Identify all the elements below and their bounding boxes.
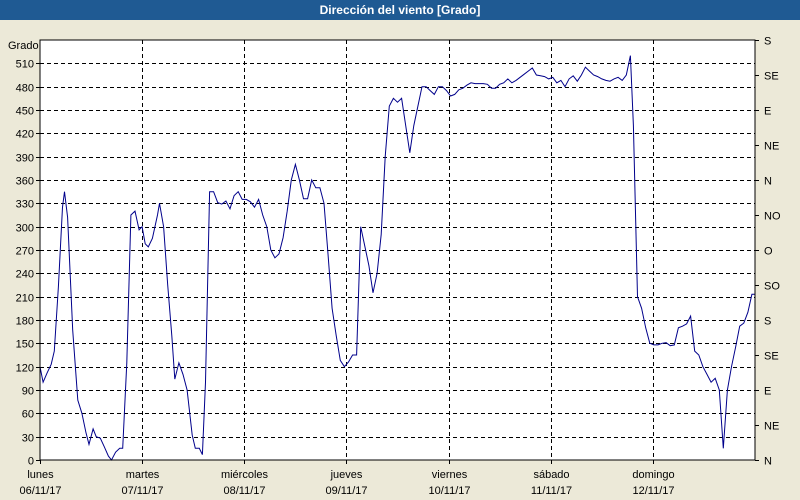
y-tick-label: 300 — [16, 223, 34, 235]
right-tick-label: N — [764, 456, 772, 468]
y-tick-label: 450 — [16, 106, 34, 118]
y-tick-label: 60 — [22, 409, 34, 421]
y-tick-label: 510 — [16, 59, 34, 71]
x-tick-date: 07/11/17 — [121, 485, 163, 497]
y-tick-label: 480 — [16, 83, 34, 95]
x-tick-day: miércoles — [221, 469, 269, 481]
y-tick-label: 30 — [22, 433, 34, 445]
right-tick-label: E — [764, 386, 771, 398]
right-tick-label: S — [764, 316, 771, 328]
x-tick-day: lunes — [27, 469, 54, 481]
y-tick-label: 330 — [16, 199, 34, 211]
x-tick-date: 11/11/17 — [531, 485, 572, 497]
left-axis: 0 30 60 90 120 150 180 210 240 270 300 330 360 390 420… — [16, 59, 40, 468]
y-tick-label: 150 — [16, 339, 34, 351]
right-axis: N NE E SE S SO O NO N NE E SE S — [755, 36, 781, 468]
right-tick-label: NE — [764, 141, 779, 153]
y-tick-label: 360 — [16, 176, 34, 188]
right-tick-label: SE — [764, 71, 779, 83]
x-tick-day: viernes — [432, 469, 468, 481]
x-axis: lunes 06/11/17 martes 07/11/17 miércoles 08/1… — [19, 460, 675, 497]
x-tick-day: martes — [126, 469, 160, 481]
y-axis-label: Grado — [8, 40, 39, 52]
y-tick-label: 240 — [16, 269, 34, 281]
x-tick-day: jueves — [330, 469, 363, 481]
x-tick-date: 06/11/17 — [19, 485, 61, 497]
window-title-bar: Dirección del viento [Grado] — [0, 0, 800, 20]
x-tick-date: 12/11/17 — [632, 485, 674, 497]
x-tick-date: 10/11/17 — [428, 485, 470, 497]
y-tick-label: 120 — [16, 363, 34, 375]
x-tick-day: domingo — [632, 469, 674, 481]
y-tick-label: 210 — [16, 293, 34, 305]
y-tick-label: 270 — [16, 246, 34, 258]
y-tick-label: 390 — [16, 153, 34, 165]
window-title: Dirección del viento [Grado] — [319, 3, 481, 17]
right-tick-label: S — [764, 36, 771, 48]
y-tick-label: 90 — [22, 386, 34, 398]
right-tick-label: NE — [764, 421, 779, 433]
right-tick-label: E — [764, 106, 771, 118]
x-tick-day: sábado — [533, 469, 569, 481]
series-line — [39, 55, 755, 461]
right-tick-label: SE — [764, 351, 779, 363]
x-tick-date: 09/11/17 — [325, 485, 367, 497]
right-tick-label: O — [764, 246, 773, 258]
right-tick-label: N — [764, 176, 772, 188]
y-tick-label: 420 — [16, 129, 34, 141]
y-tick-label: 180 — [16, 316, 34, 328]
x-tick-date: 08/11/17 — [223, 485, 265, 497]
grid — [40, 40, 755, 460]
y-tick-label: 0 — [28, 456, 34, 468]
right-tick-label: NO — [764, 211, 781, 223]
right-tick-label: SO — [764, 281, 780, 293]
